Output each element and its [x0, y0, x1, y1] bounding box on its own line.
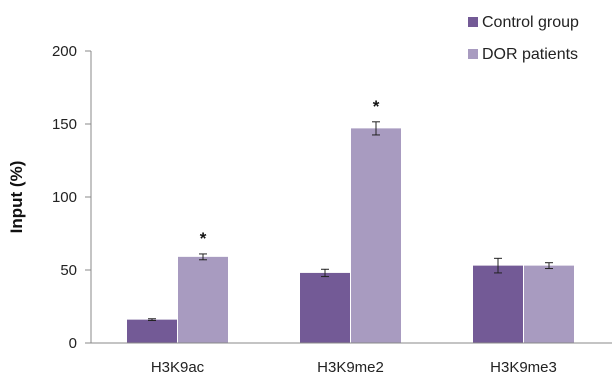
x-tick-label: H3K9ac	[151, 359, 205, 376]
bar	[473, 265, 523, 343]
bar	[127, 319, 177, 343]
significance-marker: *	[373, 97, 380, 116]
legend-swatch	[468, 49, 478, 59]
x-tick-label: H3K9me3	[490, 359, 557, 376]
y-tick-label: 100	[52, 189, 77, 206]
bar	[178, 256, 228, 343]
legend-label: Control group	[482, 14, 579, 31]
legend-label: DOR patients	[482, 46, 578, 63]
significance-marker: *	[200, 229, 207, 248]
y-tick-label: 200	[52, 43, 77, 60]
x-axis: H3K9ac H3K9me2 H3K9me3	[91, 342, 612, 376]
bar	[300, 272, 350, 343]
y-axis: 0 50 100 150 200	[52, 43, 92, 352]
bar	[351, 128, 401, 343]
bars: **	[127, 97, 574, 343]
y-tick-label: 0	[69, 335, 77, 352]
y-axis-title: Input (%)	[7, 161, 26, 234]
y-tick-label: 150	[52, 116, 77, 133]
bar	[524, 265, 574, 343]
x-tick-label: H3K9me2	[317, 359, 384, 376]
y-tick-label: 50	[60, 262, 77, 279]
legend: Control group DOR patients	[468, 14, 579, 63]
legend-swatch	[468, 17, 478, 27]
